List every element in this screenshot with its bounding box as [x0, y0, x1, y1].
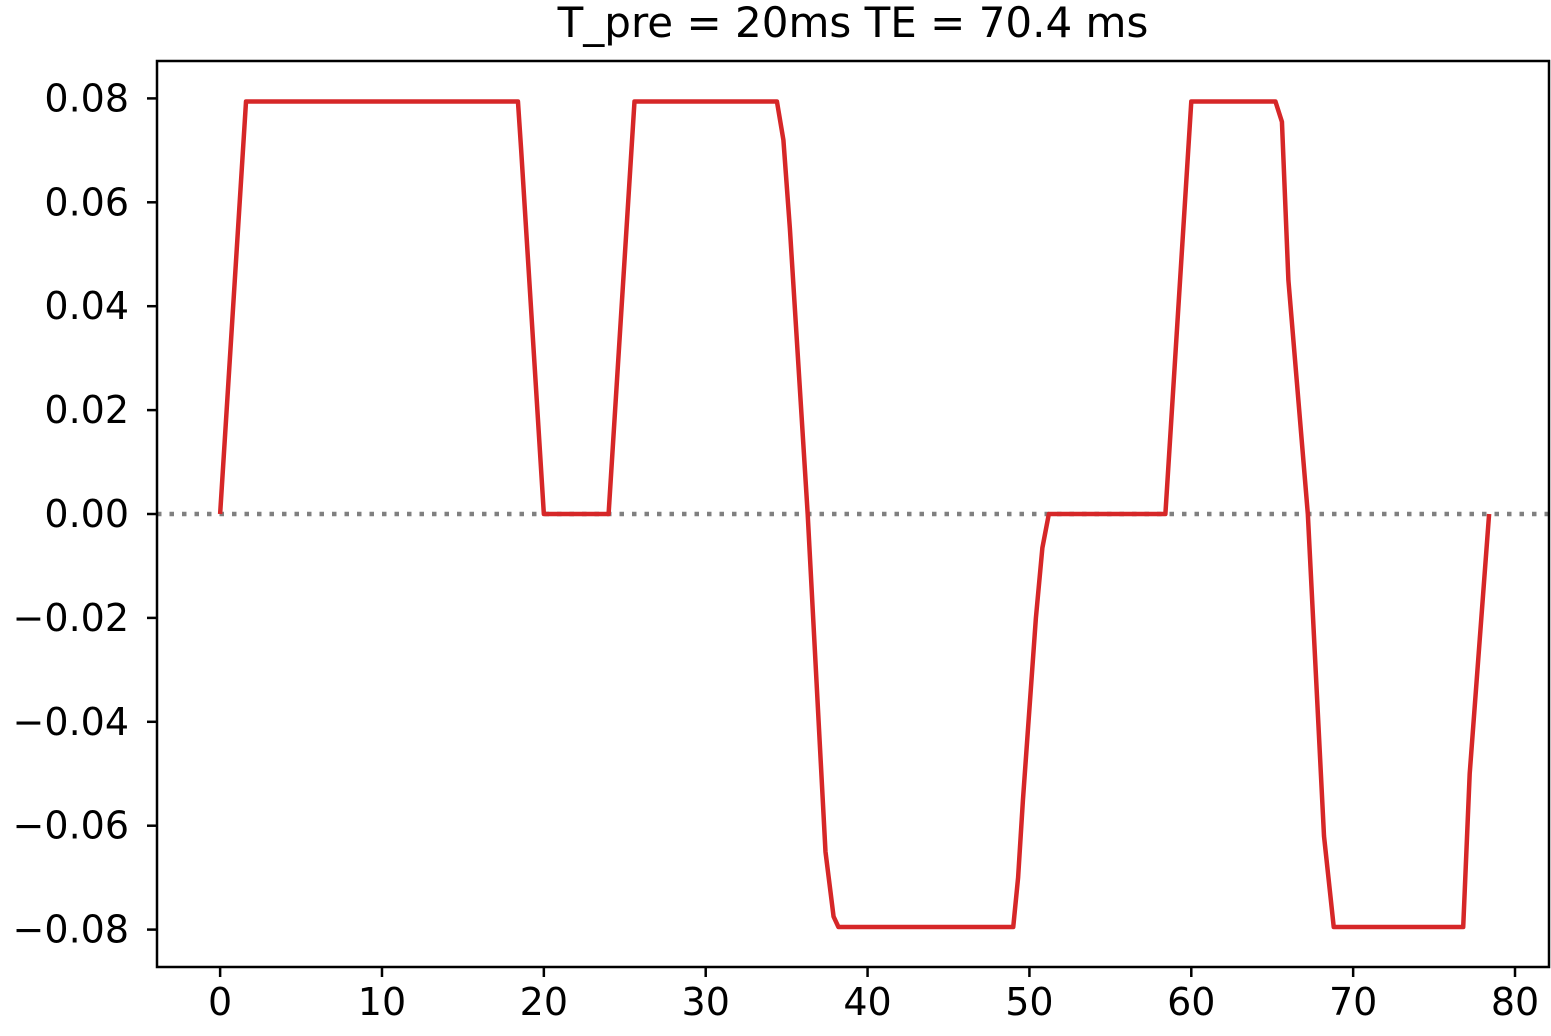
chart-title: T_pre = 20ms TE = 70.4 ms: [557, 0, 1149, 47]
y-tick-label: 0.02: [44, 388, 129, 432]
x-tick-label: 40: [843, 980, 891, 1024]
series-line-1: [217, 99, 1492, 930]
y-axis-ticks: 0.08 0.06 0.04 0.02 0.00 −0.02 −0.04 −0.06 −0.08: [13, 76, 157, 952]
x-tick-label: 20: [520, 980, 568, 1024]
x-tick-label: 70: [1329, 980, 1377, 1024]
x-tick-label: 30: [682, 980, 730, 1024]
y-tick-label: 0.06: [44, 180, 129, 224]
x-tick-label: 80: [1491, 980, 1539, 1024]
x-axis-ticks: 0 10 20 30 40 50 60 70 80: [208, 967, 1539, 1024]
y-tick-label: 0.00: [44, 492, 129, 536]
x-tick-label: 50: [1005, 980, 1053, 1024]
y-tick-label: 0.04: [44, 284, 129, 328]
y-tick-label: 0.08: [44, 76, 129, 120]
x-tick-label: 0: [208, 980, 232, 1024]
y-tick-label: −0.08: [13, 908, 129, 952]
y-tick-label: −0.06: [13, 804, 129, 848]
y-tick-label: −0.02: [13, 596, 129, 640]
y-tick-label: −0.04: [13, 700, 129, 744]
series-layer: [217, 99, 1492, 930]
x-tick-label: 60: [1167, 980, 1215, 1024]
x-tick-label: 10: [358, 980, 406, 1024]
